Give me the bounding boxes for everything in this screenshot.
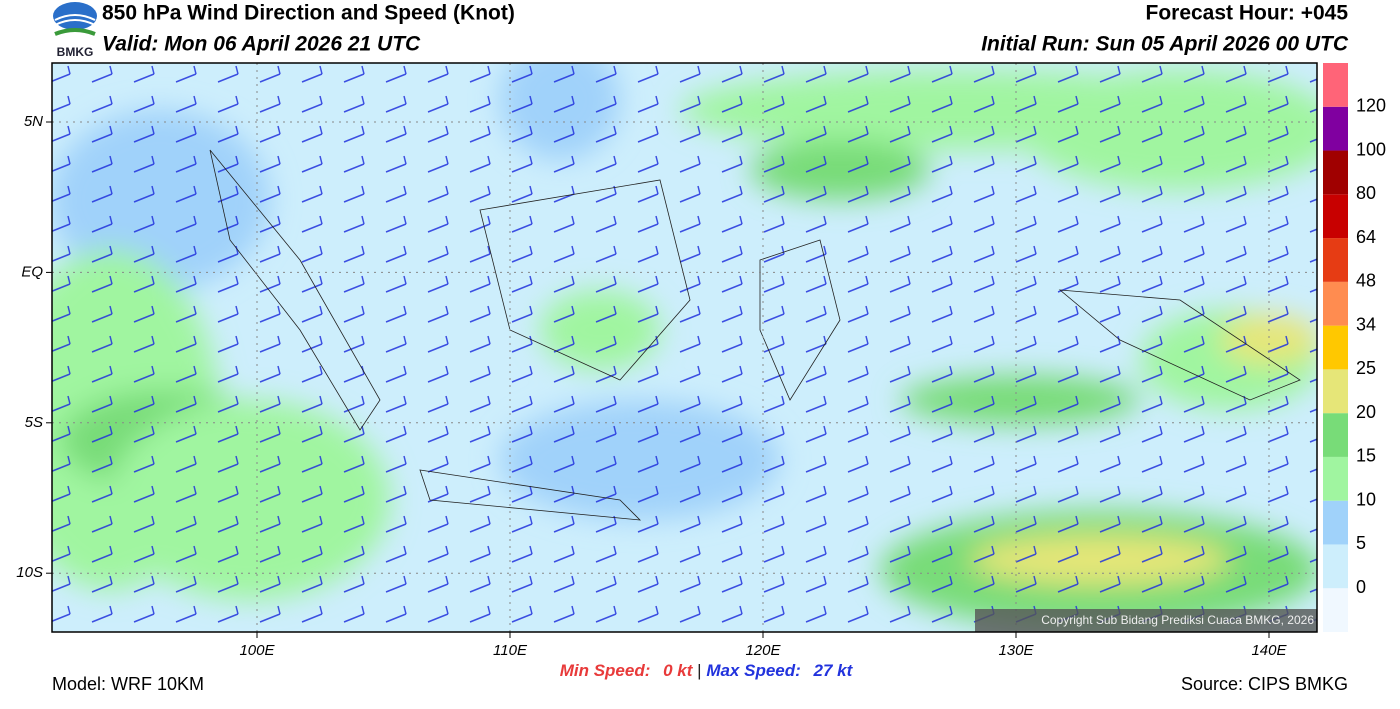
colorbar-box [1323, 413, 1348, 457]
colorbar-label: 64 [1356, 227, 1376, 247]
colorbar-label: 10 [1356, 489, 1376, 509]
colorbar-box [1323, 63, 1348, 107]
lon-label: 140E [1251, 642, 1287, 659]
model: Model: WRF 10KM [52, 674, 204, 694]
colorbar-label: 5 [1356, 533, 1366, 553]
min-speed-label: Min Speed: [560, 661, 651, 680]
lon-label: 120E [745, 642, 781, 659]
colorbar-label: 34 [1356, 314, 1376, 334]
colorbar-box [1323, 456, 1348, 501]
max-speed-label: Max Speed: [706, 661, 800, 680]
lon-label: 100E [239, 642, 275, 659]
separator: | [697, 661, 701, 680]
title: 850 hPa Wind Direction and Speed (Knot) [102, 2, 515, 25]
colorbar-label: 48 [1356, 271, 1376, 291]
colorbar-label: 120 [1356, 96, 1386, 116]
colorbar-label: 15 [1356, 446, 1376, 466]
colorbar-label: 20 [1356, 402, 1376, 422]
colorbar-box [1323, 281, 1348, 326]
colorbar-box [1323, 194, 1348, 239]
speed-range: Min Speed: 0 kt | Max Speed: 27 kt [560, 661, 854, 680]
logo-text: BMKG [57, 45, 94, 59]
lat-label: 5N [24, 113, 43, 130]
max-speed: 27 kt [813, 661, 854, 680]
lat-label: 5S [25, 414, 43, 431]
map-frame [51, 62, 1318, 633]
forecast-hour: Forecast Hour: +045 [1146, 2, 1349, 25]
source: Source: CIPS BMKG [1181, 674, 1348, 694]
colorbar-box [1323, 238, 1348, 282]
min-speed: 0 kt [663, 661, 694, 680]
copyright: Copyright Sub Bidang Prediksi Cuaca BMKG… [1041, 613, 1314, 627]
colorbar-box [1323, 544, 1348, 589]
colorbar-label: 0 [1356, 577, 1366, 597]
lon-label: 110E [493, 642, 528, 659]
lat-label: 10S [16, 564, 43, 581]
logo: BMKG [53, 2, 97, 59]
colorbar-label: 25 [1356, 358, 1376, 378]
map-field: Copyright Sub Bidang Prediksi Cuaca BMKG… [52, 63, 1317, 632]
initial-run: Initial Run: Sun 05 April 2026 00 UTC [981, 33, 1349, 56]
colorbar-box [1323, 369, 1348, 414]
colorbar-box [1323, 325, 1348, 370]
colorbar-label: 100 [1356, 139, 1386, 159]
lat-label: EQ [21, 263, 43, 280]
colorbar-label: 80 [1356, 183, 1376, 203]
colorbar-box [1323, 106, 1348, 151]
colorbar-box [1323, 150, 1348, 195]
colorbar-box [1323, 588, 1348, 632]
lon-label: 130E [998, 642, 1034, 659]
colorbar-box [1323, 500, 1348, 545]
valid-time: Valid: Mon 06 April 2026 21 UTC [102, 33, 421, 56]
